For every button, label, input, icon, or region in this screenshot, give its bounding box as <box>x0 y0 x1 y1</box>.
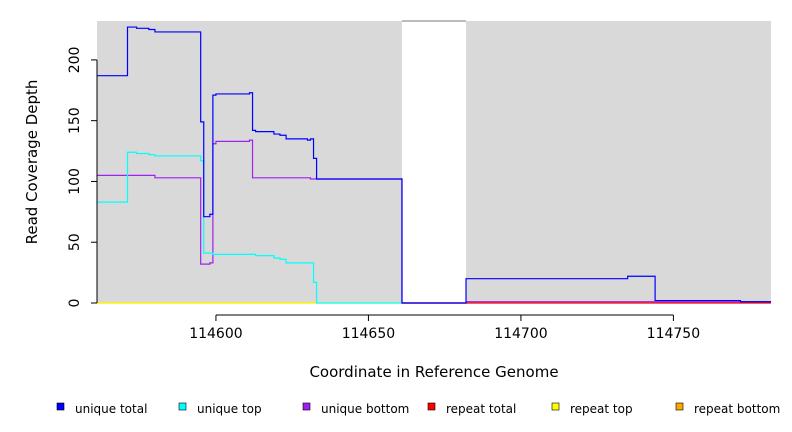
x-tick-label: 114600 <box>189 326 242 342</box>
y-tick-label: 50 <box>67 233 83 251</box>
y-tick-label: 100 <box>67 168 83 195</box>
x-tick-label: 114650 <box>342 326 395 342</box>
series-layer <box>97 26 771 304</box>
y-tick-label: 150 <box>67 107 83 134</box>
legend-swatch <box>427 402 436 411</box>
legend-label: repeat top <box>570 402 633 416</box>
x-axis: 114600 114650 114700 114750 <box>189 314 700 342</box>
y-tick-label: 0 <box>67 299 83 308</box>
legend-swatch <box>178 402 187 411</box>
legend-swatch <box>675 402 684 411</box>
y-tick-label: 200 <box>67 47 83 74</box>
legend-label: unique top <box>197 402 262 416</box>
x-tick-label: 114750 <box>647 326 700 342</box>
plot-panel-0 <box>97 21 402 303</box>
y-axis-title: Read Coverage Depth <box>23 80 41 245</box>
legend: unique total unique top unique bottom repea… <box>56 402 780 416</box>
legend-swatch <box>551 402 560 411</box>
legend-label: repeat bottom <box>694 402 780 416</box>
legend-label: repeat total <box>446 402 516 416</box>
legend-label: unique total <box>75 402 147 416</box>
x-tick-label: 114700 <box>494 326 547 342</box>
series-line-unique-total <box>97 26 771 304</box>
legend-label: unique bottom <box>321 402 409 416</box>
series-line-unique-top <box>97 151 402 304</box>
y-axis: 0 50 100 150 200 <box>67 47 98 308</box>
x-axis-title: Coordinate in Reference Genome <box>309 363 558 381</box>
plot-panel-1 <box>466 21 771 303</box>
legend-swatch <box>56 402 65 411</box>
plot-background <box>97 21 771 303</box>
legend-swatch <box>302 402 311 411</box>
